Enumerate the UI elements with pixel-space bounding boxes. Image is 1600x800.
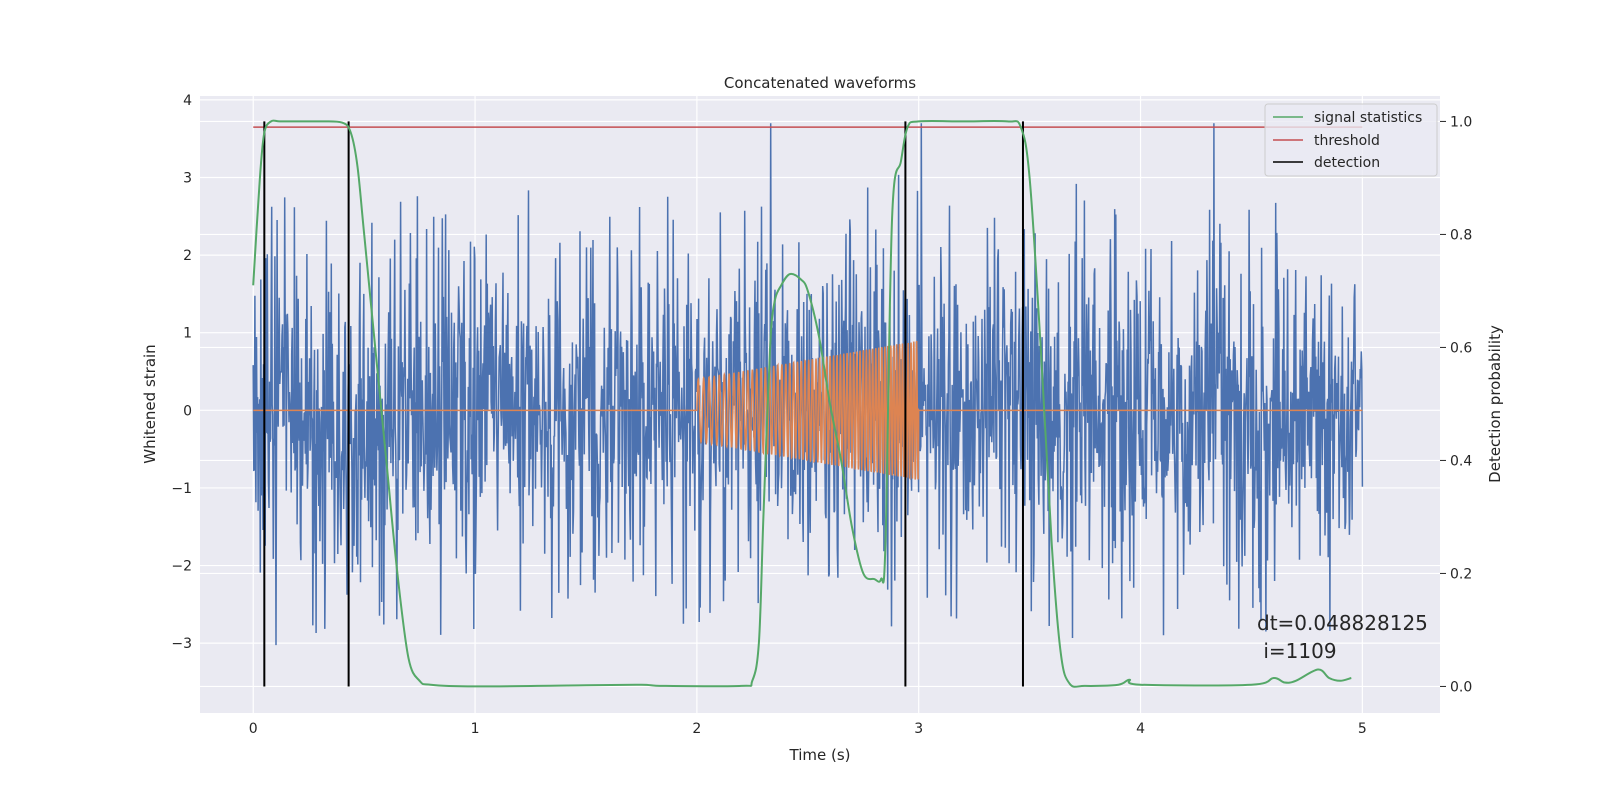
- y-tick-label-right: 0.6: [1450, 340, 1472, 356]
- signal-statistics-line: [252, 119, 1352, 688]
- y-tick-label-left: −2: [171, 559, 192, 575]
- y-tick-label-right: 0.4: [1450, 453, 1472, 469]
- y-tick-label-left: −3: [171, 636, 192, 652]
- legend-box: [1264, 103, 1438, 177]
- legend-label-threshold: threshold: [1314, 133, 1380, 149]
- chart-title: Concatenated waveforms: [724, 74, 916, 92]
- noise-series: [252, 123, 1364, 646]
- noise-line: [252, 123, 1364, 646]
- x-tick-label: 5: [1358, 721, 1367, 737]
- injection-series: [253, 340, 1363, 481]
- y-tick-label-right: 0.2: [1450, 566, 1472, 582]
- y-tick-label-right: 0.8: [1450, 227, 1472, 243]
- y-axis-label-right: Detection probability: [1486, 325, 1504, 483]
- x-tick-label: 4: [1136, 721, 1145, 737]
- signal-statistics-series: [252, 119, 1352, 688]
- y-tick-label-left: 3: [183, 170, 192, 186]
- axis-ticks: 0 1 2 3 4 5 −3 −2 −1 0 1 2 3 4 0.0 0.2 0.4 0.6 0.8 1.0: [171, 93, 1472, 737]
- y-tick-label-right: 1.0: [1450, 114, 1472, 130]
- y-tick-label-left: 1: [183, 326, 192, 342]
- y-axis-label-left: Whitened strain: [141, 344, 159, 463]
- detection-series: [263, 121, 1024, 687]
- x-axis-label: Time (s): [789, 746, 851, 764]
- annotation: dt=0.048828125 i=1109: [1257, 611, 1428, 663]
- injection-line: [253, 340, 1363, 481]
- legend: signal statistics threshold detection: [1264, 103, 1438, 177]
- x-tick-label: 0: [249, 721, 258, 737]
- x-tick-label: 1: [471, 721, 480, 737]
- y-tick-label-left: −1: [171, 481, 192, 497]
- annotation-index: i=1109: [1257, 639, 1337, 663]
- x-tick-label: 2: [692, 721, 701, 737]
- y-tick-label-left: 0: [183, 403, 192, 419]
- legend-label-detection: detection: [1314, 155, 1380, 171]
- y-tick-label-right: 0.0: [1450, 679, 1472, 695]
- annotation-dt: dt=0.048828125: [1257, 611, 1428, 635]
- legend-label-signal-statistics: signal statistics: [1314, 110, 1422, 126]
- y-tick-label-left: 2: [183, 248, 192, 264]
- y-tick-label-left: 4: [183, 93, 192, 109]
- x-tick-label: 3: [914, 721, 923, 737]
